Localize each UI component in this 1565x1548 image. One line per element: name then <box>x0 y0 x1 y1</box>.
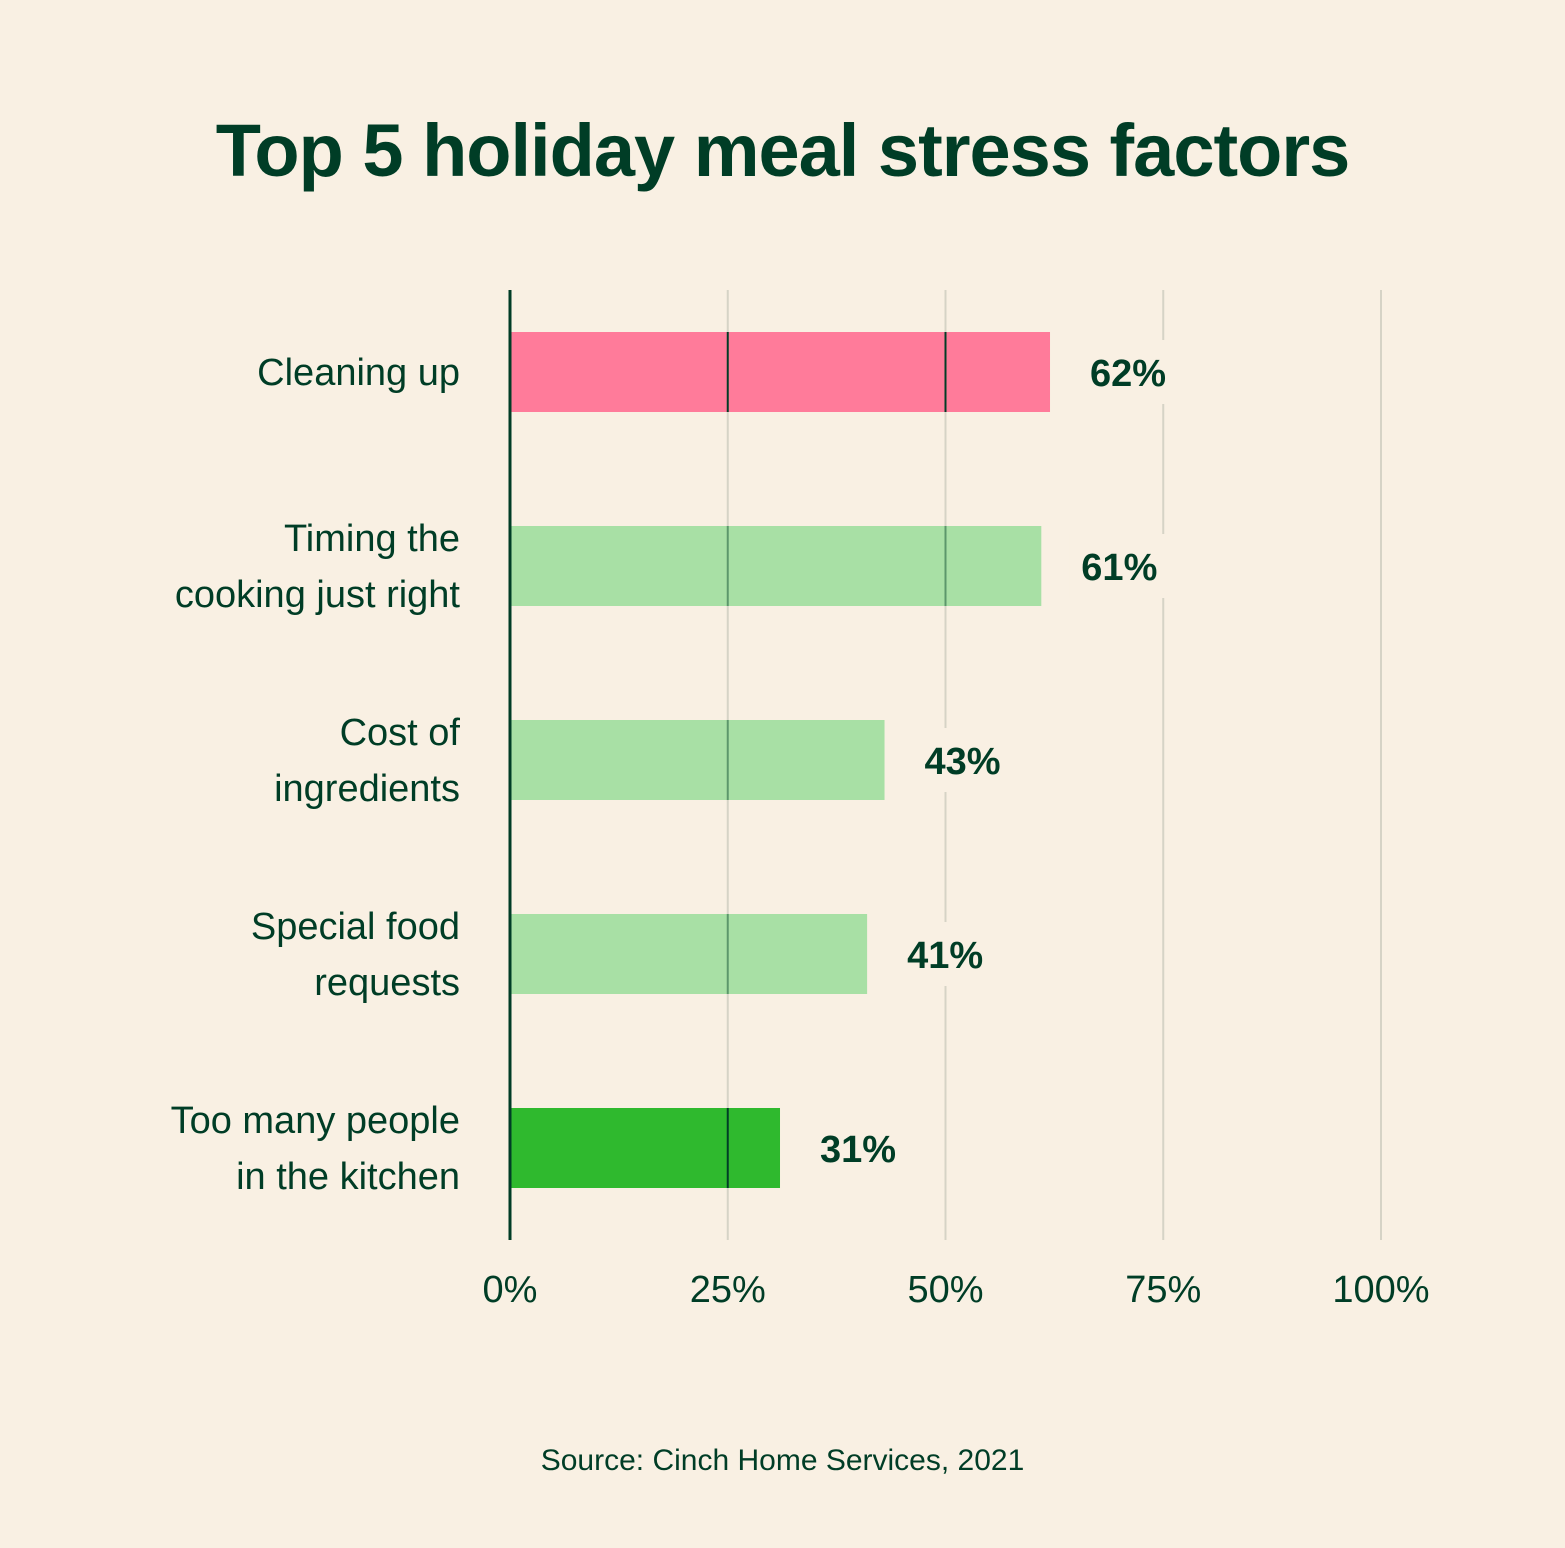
category-label: Special food <box>251 906 460 948</box>
bar-5 <box>510 1108 781 1188</box>
chart-title: Top 5 holiday meal stress factors <box>215 109 1351 192</box>
value-label: 41% <box>907 935 983 977</box>
value-label-backing <box>1069 534 1180 598</box>
x-tick-label: 50% <box>907 1269 983 1311</box>
category-label: requests <box>314 962 460 1004</box>
x-tick-label: 25% <box>690 1269 766 1311</box>
bar-1 <box>510 332 1051 412</box>
value-label-backing <box>808 1116 919 1180</box>
category-label: Cost of <box>340 712 461 754</box>
value-label-backing <box>912 728 1023 792</box>
value-label: 62% <box>1090 353 1166 395</box>
value-label: 61% <box>1081 547 1157 589</box>
category-label: Too many people <box>171 1100 460 1142</box>
value-label: 43% <box>925 741 1001 783</box>
category-label: in the kitchen <box>236 1156 460 1198</box>
value-label-backing <box>895 922 1006 986</box>
bar-2 <box>510 526 1042 606</box>
value-label-backing <box>1078 340 1189 404</box>
x-tick-label: 75% <box>1125 1269 1201 1311</box>
category-label: cooking just right <box>175 574 461 616</box>
source-note: Source: Cinch Home Services, 2021 <box>540 1444 1025 1477</box>
x-tick-label: 100% <box>1332 1269 1429 1311</box>
value-label: 31% <box>820 1129 896 1171</box>
bar-4 <box>510 914 868 994</box>
category-label: Cleaning up <box>257 352 460 394</box>
bar-3 <box>510 720 885 800</box>
category-label: ingredients <box>274 768 460 810</box>
category-label: Timing the <box>284 518 460 560</box>
x-tick-label: 0% <box>483 1269 538 1311</box>
